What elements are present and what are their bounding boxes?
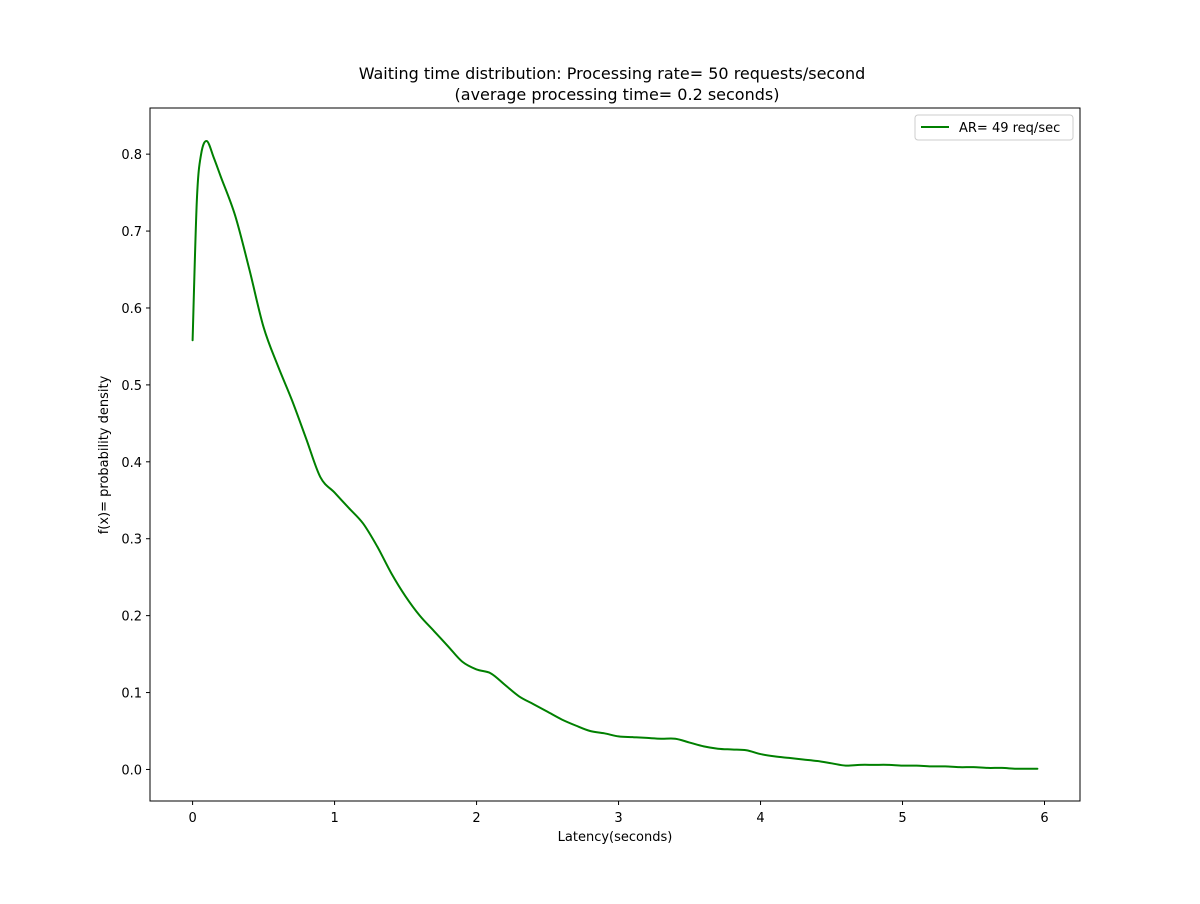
y-tick-label: 0.2 [121, 610, 142, 625]
y-tick-label: 0.5 [121, 379, 142, 394]
x-tick-label: 3 [614, 811, 622, 826]
legend: AR= 49 req/sec [914, 114, 1074, 141]
y-tick-label: 0.6 [121, 302, 142, 317]
y-tick-label: 0.4 [121, 456, 142, 471]
y-tick-label: 0.7 [121, 225, 142, 240]
chart-subtitle: (average processing time= 0.2 seconds) [455, 85, 780, 104]
y-tick-label: 0.8 [121, 148, 142, 163]
x-tick-label: 4 [756, 811, 764, 826]
x-tick-label: 6 [1040, 811, 1048, 826]
y-tick-label: 0.0 [121, 763, 142, 778]
x-tick-label: 0 [188, 811, 196, 826]
x-tick-label: 5 [898, 811, 906, 826]
x-tick-label: 1 [330, 811, 338, 826]
y-axis-label: f(x)= probability density [97, 375, 112, 534]
legend-label: AR= 49 req/sec [959, 121, 1060, 136]
y-axis-ticks: 0.0 0.1 0.2 0.3 0.4 0.5 0.6 0.7 0.8 [121, 148, 150, 778]
chart-title: Waiting time distribution: Processing ra… [359, 64, 866, 83]
y-tick-label: 0.1 [121, 687, 142, 702]
plot-frame [149, 107, 1081, 802]
series-line [191, 140, 1039, 770]
x-tick-label: 2 [472, 811, 480, 826]
x-axis-label: Latency(seconds) [558, 830, 673, 845]
legend-box [914, 114, 1074, 141]
y-tick-label: 0.3 [121, 533, 142, 548]
x-axis-ticks: 0 1 2 3 4 5 6 [188, 801, 1049, 826]
